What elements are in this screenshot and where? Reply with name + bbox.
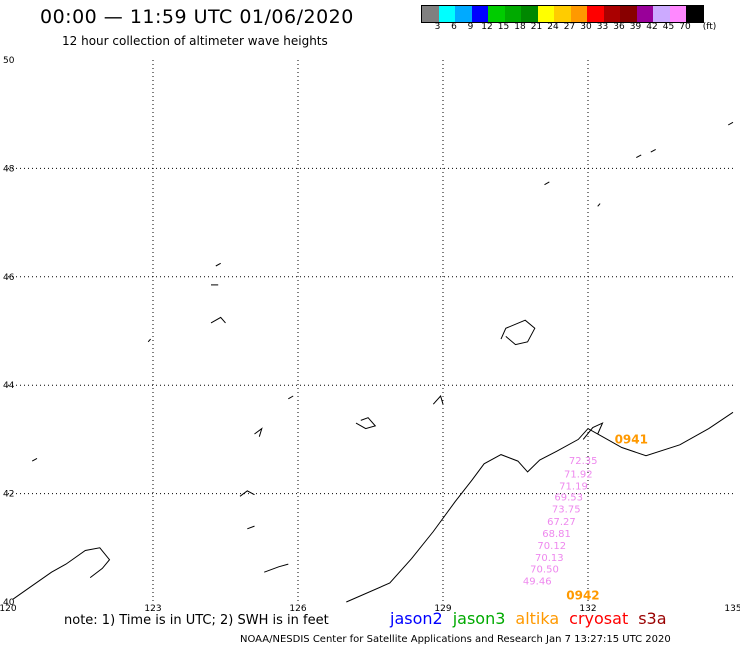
satellite-jason2: jason2 (390, 609, 443, 628)
legend-swatch (603, 6, 620, 22)
coastline (247, 525, 255, 530)
lon-tick-label: 132 (579, 604, 596, 614)
legend-swatch (488, 6, 505, 22)
coastline (355, 417, 377, 430)
wave-height-label: 70.50 (530, 565, 559, 576)
legend-label: 27 (563, 22, 576, 32)
legend-label: 3 (434, 22, 441, 32)
coastline (544, 181, 550, 186)
wave-height-label: 73.75 (552, 505, 581, 516)
satellite-cryosat: cryosat (569, 609, 629, 628)
legend-label: 36 (613, 22, 625, 32)
legend-swatch (570, 6, 587, 22)
wave-height-legend-labels: 3 6 9 12 15 18 21 24 27 30 33 36 39 42 45 70 (ft) (421, 22, 740, 34)
lat-tick-label: 46 (3, 273, 15, 283)
legend-label: 42 (646, 22, 658, 32)
coastline (636, 154, 642, 159)
legend-swatch (422, 6, 439, 22)
satellite-altika: altika (515, 609, 560, 628)
wave-height-label: 67.27 (547, 517, 576, 528)
coastline (12, 547, 111, 600)
coastline (727, 121, 734, 126)
legend-swatch (438, 6, 455, 22)
satellite-s3a: s3a (638, 609, 667, 628)
legend-swatch (686, 6, 703, 22)
map-subtitle: 12 hour collection of altimeter wave hei… (62, 34, 328, 48)
track-time-label: 0941 (615, 433, 648, 447)
legend-label: 9 (467, 22, 474, 32)
legend-label: 33 (596, 22, 609, 32)
coastline (650, 148, 656, 153)
wave-height-label: 71.92 (564, 469, 593, 480)
lat-tick-label: 48 (3, 164, 15, 174)
wave-height-label: 70.12 (537, 541, 566, 552)
wave-height-label: 69.53 (554, 493, 583, 504)
coastline (254, 427, 263, 437)
wave-height-label: 49.46 (523, 577, 552, 588)
legend-swatch (620, 6, 637, 22)
legend-label: 24 (547, 22, 559, 32)
lat-tick-label: 40 (3, 598, 15, 608)
coastline (346, 411, 734, 603)
legend-swatch (587, 6, 604, 22)
coastline (215, 262, 221, 267)
legend-swatch (537, 6, 554, 22)
lat-tick-label: 44 (3, 381, 15, 391)
legend-swatch (455, 6, 472, 22)
lon-tick-label: 135 (724, 604, 740, 614)
lon-tick-label: 126 (289, 604, 306, 614)
satellite-list: jason2 jason3 altika cryosat s3a (390, 609, 667, 628)
wave-height-label: 68.81 (542, 529, 571, 540)
coastline (210, 316, 226, 324)
lat-tick-label: 42 (3, 490, 14, 500)
coastline (597, 203, 601, 207)
legend-swatch (521, 6, 538, 22)
footer-note: note: 1) Time is in UTC; 2) SWH is in fe… (64, 613, 329, 628)
wave-height-legend (421, 5, 704, 23)
legend-label: 6 (451, 22, 457, 32)
legend-label: 39 (629, 22, 642, 32)
coastline (264, 563, 289, 573)
wave-height-label: 72.35 (569, 456, 598, 467)
satellite-jason3: jason3 (452, 609, 506, 628)
legend-swatch (669, 6, 686, 22)
lon-tick-label: 120 (0, 604, 17, 614)
coastline (239, 490, 255, 497)
coastline (582, 422, 604, 440)
coastline (500, 319, 536, 346)
legend-swatch (504, 6, 521, 22)
map-title: 00:00 — 11:59 UTC 01/06/2020 (40, 6, 354, 28)
legend-label: 15 (497, 22, 510, 32)
coastline (31, 457, 38, 462)
wave-height-label: 71.19 (559, 481, 588, 492)
legend-label: 18 (514, 22, 526, 32)
legend-label: 70 (679, 22, 691, 32)
legend-label: 30 (580, 22, 592, 32)
legend-label: 45 (662, 22, 675, 32)
lat-tick-label: 50 (3, 56, 15, 66)
legend-label: 12 (481, 22, 493, 32)
coastline (147, 338, 151, 343)
wave-height-label: 70.13 (535, 553, 564, 564)
legend-swatch (636, 6, 653, 22)
legend-swatch (653, 6, 670, 22)
coastline (288, 395, 294, 400)
lon-tick-label: 129 (434, 604, 451, 614)
legend-label: (ft) (702, 22, 717, 32)
track-time-label: 0942 (566, 588, 599, 602)
credit-line: NOAA/NESDIS Center for Satellite Applica… (240, 634, 671, 645)
legend-swatch (471, 6, 488, 22)
coastline (432, 394, 444, 405)
lon-tick-label: 123 (144, 604, 161, 614)
legend-label: 21 (530, 22, 543, 32)
legend-swatch (554, 6, 571, 22)
